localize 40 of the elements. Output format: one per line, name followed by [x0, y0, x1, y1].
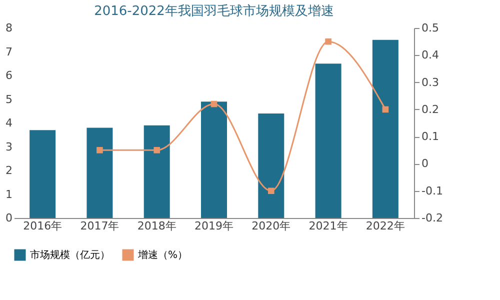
y2-tick-label: 0.1 [422, 130, 439, 144]
legend-label: 市场规模（亿元） [30, 249, 110, 261]
y-tick-label: 8 [6, 22, 12, 34]
y-tick-label: 0 [6, 212, 12, 224]
x-tick-label: 2020年 [252, 220, 291, 232]
x-tick-label: 2019年 [194, 220, 234, 232]
x-tick-label: 2021年 [308, 220, 348, 232]
bar [315, 64, 342, 218]
x-tick-label: 2016年 [23, 220, 62, 232]
legend-label: 增速（%） [137, 249, 188, 261]
point [268, 188, 274, 194]
y2-tick-label: 0.5 [422, 22, 439, 34]
point [210, 100, 218, 108]
x-tick-label: 2022年 [366, 220, 405, 232]
y-tick-label: 7 [6, 45, 12, 58]
y2-tick-label: -0.1 [422, 184, 443, 198]
y2-tick-label: 0 [422, 157, 428, 170]
bar [86, 128, 113, 218]
y-tick-label: 5 [6, 92, 12, 106]
y-tick-label: 2 [6, 164, 12, 177]
chart-title: 2016-2022年我国羽毛球市场规模及增速 [94, 4, 334, 19]
x-tick-label: 2017年 [80, 220, 120, 232]
x-tick-label: 2018年 [137, 220, 176, 232]
point [96, 146, 103, 154]
point [382, 106, 389, 113]
y-tick-label: 1 [6, 188, 12, 201]
bar [258, 114, 284, 218]
y-tick-label: 3 [6, 140, 12, 154]
y2-tick-label: -0.2 [422, 212, 443, 224]
point [325, 38, 332, 45]
bar [201, 102, 227, 218]
y-tick-label: 4 [6, 116, 12, 130]
bar [30, 130, 56, 218]
y-tick-label: 6 [6, 69, 12, 82]
point [154, 146, 160, 154]
bar [372, 40, 398, 218]
y2-tick-label: 0.3 [422, 76, 439, 89]
y2-tick-label: 0.2 [422, 102, 439, 116]
y2-tick-label: 0.4 [422, 48, 439, 62]
bar [144, 125, 170, 218]
